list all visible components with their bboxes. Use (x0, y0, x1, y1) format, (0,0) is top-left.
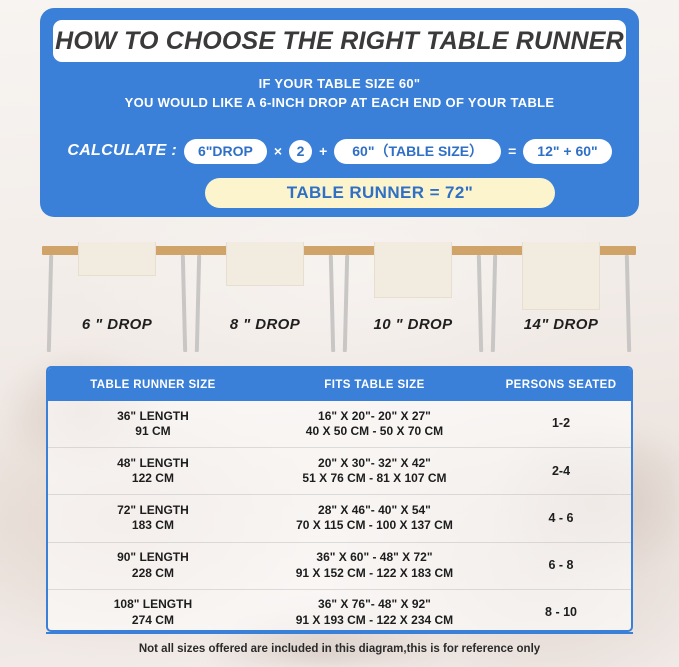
formula-term-sum: 12" + 60" (523, 138, 612, 164)
cell-runner-size: 90" LENGTH 228 CM (48, 550, 258, 581)
table-row: 72" LENGTH 183 CM 28" X 46"- 40" X 54" 70 X… (48, 495, 631, 543)
drop-illustrations: 6 " DROP 8 " DROP 10 " DROP 14" DROP (0, 232, 679, 352)
runner-size-cm: 91 CM (135, 424, 171, 439)
table-runner (522, 242, 600, 310)
footnote: Not all sizes offered are included in th… (138, 643, 541, 655)
cell-runner-size: 36" LENGTH 91 CM (48, 409, 258, 440)
tabletop-left (190, 246, 230, 255)
result-pill: TABLE RUNNER = 72" (205, 178, 555, 208)
subtitle: IF YOUR TABLE SIZE 60" YOU WOULD LIKE A … (40, 74, 639, 112)
cell-persons-seated: 4 - 6 (548, 510, 574, 525)
tabletop-left (338, 246, 378, 255)
fits-size-inches: 36" X 60" - 48" X 72" (316, 550, 433, 565)
tabletop-left (42, 246, 82, 255)
table-leg-right (476, 255, 484, 352)
table-body: 36" LENGTH 91 CM 16" X 20"- 20" X 27" 40 X … (48, 401, 631, 630)
drop-illustration: 14" DROP (486, 232, 636, 352)
table-row: 108" LENGTH 274 CM 36" X 76"- 48" X 92" 91 … (48, 590, 631, 630)
table-leg-right (328, 255, 336, 352)
calculate-label: CALCULATE : (67, 142, 177, 159)
column-header-runner-size: TABLE RUNNER SIZE (90, 378, 216, 391)
table-row: 36" LENGTH 91 CM 16" X 20"- 20" X 27" 40 X … (48, 401, 631, 449)
table-row: 90" LENGTH 228 CM 36" X 60" - 48" X 72" 91 … (48, 543, 631, 590)
cell-persons-seated: 2-4 (551, 463, 571, 478)
drop-illustration: 8 " DROP (190, 232, 340, 352)
page-title: HOW TO CHOOSE THE RIGHT TABLE RUNNER (55, 26, 624, 55)
tabletop-right (448, 246, 488, 255)
runner-size-inches: 90" LENGTH (117, 550, 189, 565)
equals-operator: = (508, 143, 517, 159)
table-header-row: TABLE RUNNER SIZE FITS TABLE SIZE PERSON… (48, 368, 631, 401)
subtitle-line-2: YOU WOULD LIKE A 6-INCH DROP AT EACH END… (124, 95, 555, 110)
runner-size-cm: 228 CM (131, 565, 174, 580)
table-leg-left (342, 255, 350, 352)
fits-size-inches: 36" X 76"- 48" X 92" (318, 597, 431, 612)
cell-fits-table-size: 16" X 20"- 20" X 27" 40 X 50 CM - 50 X 70… (258, 409, 491, 440)
result-text: TABLE RUNNER = 72" (286, 183, 474, 202)
table-row: 48" LENGTH 122 CM 20" X 30"- 32" X 42" 51 X… (48, 448, 631, 496)
cell-runner-size: 72" LENGTH 183 CM (48, 503, 258, 534)
tabletop (338, 246, 488, 255)
table-runner (374, 242, 452, 298)
runner-size-cm: 274 CM (131, 612, 174, 627)
runner-size-cm: 183 CM (131, 518, 174, 533)
runner-size-inches: 108" LENGTH (113, 597, 193, 612)
fits-size-cm: 91 X 193 CM - 122 X 234 CM (295, 612, 454, 627)
runner-size-inches: 72" LENGTH (117, 502, 189, 517)
cell-runner-size: 108" LENGTH 274 CM (48, 597, 258, 628)
tabletop (190, 246, 340, 255)
drop-label: 14" DROP (523, 316, 599, 333)
table-leg-left (46, 255, 54, 352)
column-header-persons-seated: PERSONS SEATED (505, 378, 617, 391)
drop-illustration: 6 " DROP (42, 232, 192, 352)
sizing-table: TABLE RUNNER SIZE FITS TABLE SIZE PERSON… (46, 366, 633, 632)
footer-divider (46, 632, 633, 634)
calculation-panel: HOW TO CHOOSE THE RIGHT TABLE RUNNER IF … (40, 8, 639, 217)
tabletop (486, 246, 636, 255)
formula-term-table-size: 60"（TABLE SIZE） (334, 138, 502, 164)
tabletop-right (300, 246, 340, 255)
table-runner (78, 242, 156, 276)
cell-fits-table-size: 36" X 76"- 48" X 92" 91 X 193 CM - 122 X … (258, 597, 491, 628)
fits-size-cm: 91 X 152 CM - 122 X 183 CM (295, 565, 454, 580)
cell-fits-table-size: 20" X 30"- 32" X 42" 51 X 76 CM - 81 X 10… (258, 456, 491, 487)
formula-term-drop: 6"DROP (184, 138, 267, 164)
tabletop-right (152, 246, 192, 255)
fits-size-cm: 70 X 115 CM - 100 X 137 CM (296, 518, 453, 533)
runner-size-inches: 36" LENGTH (117, 408, 189, 423)
cell-fits-table-size: 28" X 46"- 40" X 54" 70 X 115 CM - 100 X … (258, 503, 491, 534)
drop-label: 10 " DROP (373, 316, 453, 333)
table-leg-right (180, 255, 188, 352)
formula-term-multiplier: 2 (289, 139, 313, 163)
drop-label: 8 " DROP (229, 316, 301, 333)
cell-runner-size: 48" LENGTH 122 CM (48, 456, 258, 487)
table-leg-left (194, 255, 202, 352)
table-runner (226, 242, 304, 286)
cell-fits-table-size: 36" X 60" - 48" X 72" 91 X 152 CM - 122 X… (258, 550, 491, 581)
column-header-fits-table-size: FITS TABLE SIZE (324, 378, 425, 391)
cell-persons-seated: 8 - 10 (545, 605, 577, 620)
cell-persons-seated: 1-2 (551, 416, 571, 431)
drop-illustration: 10 " DROP (338, 232, 488, 352)
title-pill: HOW TO CHOOSE THE RIGHT TABLE RUNNER (53, 20, 626, 62)
formula-row: CALCULATE : 6"DROP × 2 + 60"（TABLE SIZE）… (40, 135, 639, 167)
subtitle-line-1: IF YOUR TABLE SIZE 60" (258, 76, 421, 91)
cell-persons-seated: 6 - 8 (548, 557, 574, 572)
fits-size-inches: 20" X 30"- 32" X 42" (318, 455, 431, 470)
tabletop-left (486, 246, 526, 255)
runner-size-inches: 48" LENGTH (117, 455, 189, 470)
table-leg-left (490, 255, 498, 352)
table-leg-right (624, 255, 632, 352)
tabletop-right (596, 246, 636, 255)
fits-size-inches: 28" X 46"- 40" X 54" (318, 502, 431, 517)
fits-size-cm: 51 X 76 CM - 81 X 107 CM (302, 471, 447, 486)
fits-size-cm: 40 X 50 CM - 50 X 70 CM (305, 424, 444, 439)
plus-operator: + (319, 143, 328, 159)
fits-size-inches: 16" X 20"- 20" X 27" (318, 408, 431, 423)
drop-label: 6 " DROP (81, 316, 153, 333)
runner-size-cm: 122 CM (131, 471, 174, 486)
tabletop (42, 246, 192, 255)
multiply-operator: × (273, 143, 283, 159)
